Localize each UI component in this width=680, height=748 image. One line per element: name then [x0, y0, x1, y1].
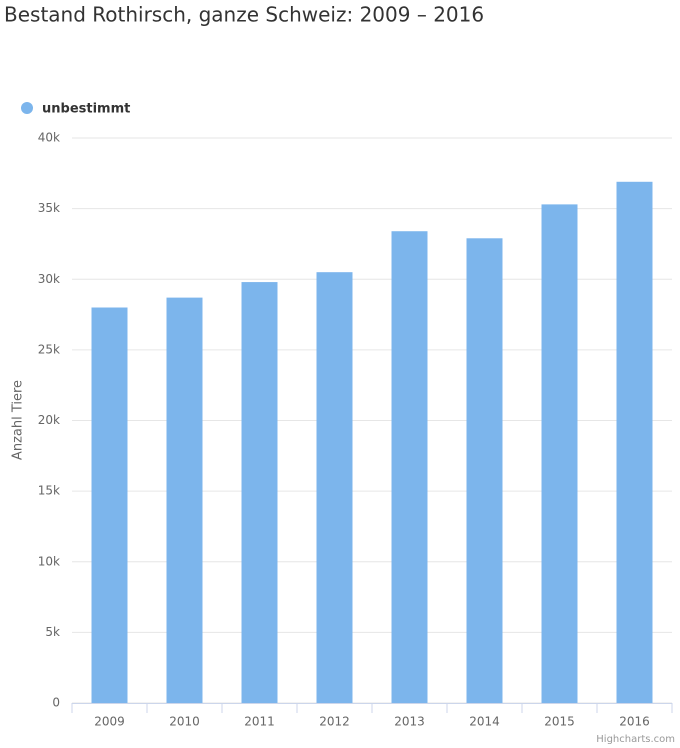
- x-tick-label: 2014: [469, 715, 500, 729]
- bar: [391, 231, 428, 703]
- y-tick-label: 30k: [38, 272, 60, 286]
- bar: [541, 204, 578, 703]
- bar: [241, 282, 278, 703]
- y-axis-title: Anzahl Tiere: [11, 380, 26, 460]
- x-tick-label: 2011: [244, 715, 275, 729]
- x-tick-label: 2015: [544, 715, 575, 729]
- y-tick-label: 15k: [38, 484, 60, 498]
- bar: [91, 307, 128, 703]
- y-tick-label: 0: [52, 696, 60, 710]
- y-tick-label: 5k: [45, 625, 60, 639]
- bar: [616, 181, 653, 704]
- x-tick-label: 2009: [94, 715, 125, 729]
- y-tick-label: 25k: [38, 342, 60, 356]
- x-tick-label: 2012: [319, 715, 350, 729]
- x-tick-label: 2016: [619, 715, 650, 729]
- bar: [166, 297, 203, 703]
- y-tick-label: 40k: [38, 131, 60, 145]
- y-tick-label: 10k: [38, 554, 60, 568]
- legend-symbol: [21, 102, 33, 114]
- credits: Highcharts.com: [596, 734, 675, 745]
- x-tick-label: 2013: [394, 715, 425, 729]
- chart-title: Bestand Rothirsch, ganze Schweiz: 2009 –…: [4, 3, 484, 27]
- bar: [466, 238, 503, 703]
- y-tick-label: 35k: [38, 201, 60, 215]
- x-tick-label: 2010: [169, 715, 200, 729]
- y-tick-label: 20k: [38, 413, 60, 427]
- legend-label: unbestimmt: [42, 102, 130, 117]
- bar: [316, 272, 353, 703]
